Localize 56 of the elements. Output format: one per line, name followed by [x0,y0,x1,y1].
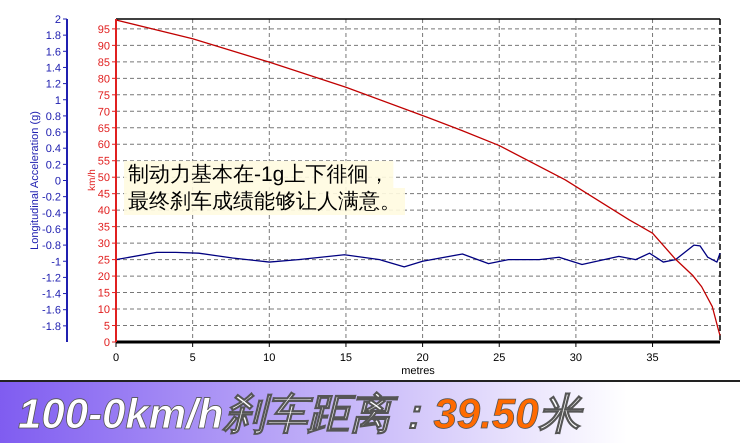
y-tick-label: 1.4 [46,62,61,74]
x-tick-label: 15 [340,352,352,364]
y-tick-label: 0.8 [46,110,61,123]
y2-axis-title: km/h [87,169,98,191]
y2-tick-label: 85 [98,56,110,69]
x-tick-label: 0 [112,352,120,364]
annotation: 制动力基本在-1g上下徘徊， [128,163,390,186]
line-series [115,19,721,336]
annotation: 最终刹车成绩能够让人满意。 [128,190,401,213]
y-tick-label: 0.6 [46,127,61,140]
y-tick-label: -0.2 [42,192,61,204]
y-tick-label: 1 [54,94,61,107]
y-tick-label: 2 [54,14,61,26]
x-axis-title: metres [401,365,436,377]
y2-tick-label: 25 [98,254,110,267]
y2-tick-label: 0 [104,337,110,349]
y2-tick-label: 5 [104,320,110,333]
y2-tick-label: 95 [98,24,110,36]
y-tick-label: -1.2 [42,272,61,284]
x-tick-label: 30 [570,352,582,364]
y-tick-label: -1.4 [42,288,61,301]
y2-tick-label: 10 [98,304,110,316]
y-tick-label: 0 [54,176,61,188]
y2-tick-label: 30 [98,238,110,250]
y-tick-label: 1.6 [46,46,61,58]
y2-tick-label: 20 [98,271,110,284]
y2-tick-label: 45 [98,188,110,201]
y-tick-label: 1.2 [46,78,61,91]
y-tick-label: -1.6 [42,304,61,317]
y-tick-label: -0.4 [42,208,61,220]
y-tick-label: -0.8 [42,240,61,252]
y2-tick-label: 55 [98,156,110,168]
y2-tick-label: 35 [98,222,110,234]
y2-tick-label: 75 [98,90,110,102]
y2-tick-label: 60 [98,139,110,152]
line-series [115,244,721,268]
y2-tick-label: 80 [98,73,110,86]
y2-tick-label: 40 [98,205,110,218]
y2-tick-label: 15 [98,288,110,300]
y-axis-title: Longitudinal Acceleration (g) [29,111,41,250]
y2-tick-label: 65 [98,122,110,135]
y-tick-label: -1 [51,256,61,268]
y-tick-label: 1.8 [46,30,61,42]
x-tick-label: 10 [263,352,276,364]
y2-tick-label: 50 [98,172,110,184]
x-tick-label: 25 [493,352,506,364]
x-tick-label: 5 [190,352,196,364]
text: 100-0km/h刹车距离：39.50米 [18,390,585,437]
y2-tick-label: 70 [98,106,110,118]
x-tick-label: 35 [646,352,659,364]
y-tick-label: -1.8 [42,320,61,333]
y-tick-label: 0.2 [46,159,61,172]
x-tick-label: 20 [416,352,429,364]
y-tick-label: 0.4 [46,143,61,156]
y2-tick-label: 90 [98,40,110,52]
y-tick-label: -0.6 [42,224,61,236]
